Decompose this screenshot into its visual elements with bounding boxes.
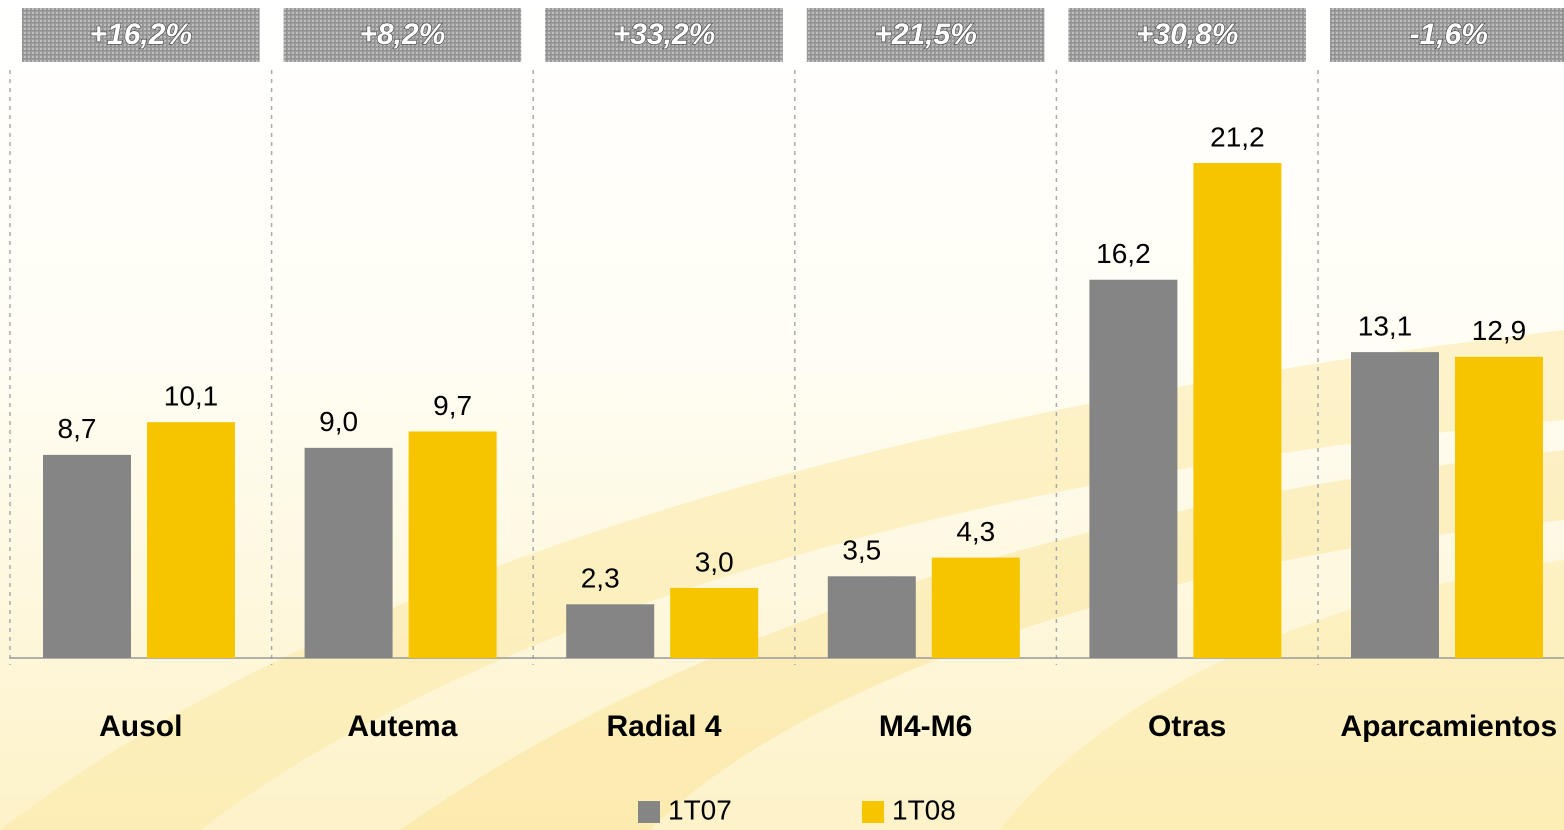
annotation-box: [22, 8, 260, 62]
x-tick-label: Autema: [347, 710, 457, 743]
bar: [43, 454, 131, 658]
bar: [304, 447, 393, 658]
annotation: +8,2%: [359, 18, 445, 51]
annotation: +21,5%: [874, 18, 977, 51]
value-label: 10,1: [164, 381, 219, 412]
bar: [147, 422, 235, 658]
legend-swatch: [638, 801, 660, 823]
value-label: 2,3: [581, 563, 620, 594]
legend-label: 1T08: [892, 794, 956, 825]
x-tick-label: Radial 4: [606, 710, 721, 743]
value-label: 3,0: [695, 546, 734, 577]
value-label: 9,0: [319, 406, 358, 437]
x-tick-label: Otras: [1148, 710, 1226, 743]
value-label: 9,7: [433, 390, 472, 421]
plot: Ausol +16,2% 8,7 10,1 Autema +8,2% 9,0 9,7 Radia…: [9, 8, 1564, 825]
bar: [670, 587, 759, 658]
value-label: 16,2: [1096, 238, 1151, 269]
annotation-box: [1068, 8, 1306, 62]
annotation-box: [283, 8, 522, 62]
value-label: 3,5: [842, 535, 881, 566]
annotation-box: [806, 8, 1045, 62]
legend-label: 1T07: [668, 794, 732, 825]
x-tick-label: M4-M6: [879, 710, 972, 743]
bar: [408, 431, 497, 658]
value-label: 13,1: [1358, 311, 1413, 342]
bar: [1193, 162, 1282, 659]
annotation: -1,6%: [1410, 18, 1488, 51]
annotation-box: [545, 8, 783, 62]
bar: [1455, 356, 1543, 658]
bar: [827, 576, 916, 658]
x-tick-label: Aparcamientos: [1340, 710, 1557, 743]
value-label: 21,2: [1210, 121, 1265, 152]
bar: [931, 557, 1020, 658]
bar: [566, 604, 655, 658]
annotation-box: [1330, 8, 1564, 62]
value-label: 8,7: [58, 413, 97, 444]
bar: [1089, 279, 1178, 658]
value-label: 4,3: [956, 516, 995, 547]
bar: [1351, 352, 1439, 658]
annotation: +16,2%: [90, 18, 193, 51]
x-tick-label: Ausol: [99, 710, 182, 743]
annotation: +30,8%: [1136, 18, 1239, 51]
annotation: +33,2%: [613, 18, 716, 51]
value-label: 12,9: [1472, 315, 1527, 346]
legend-swatch: [862, 801, 884, 823]
